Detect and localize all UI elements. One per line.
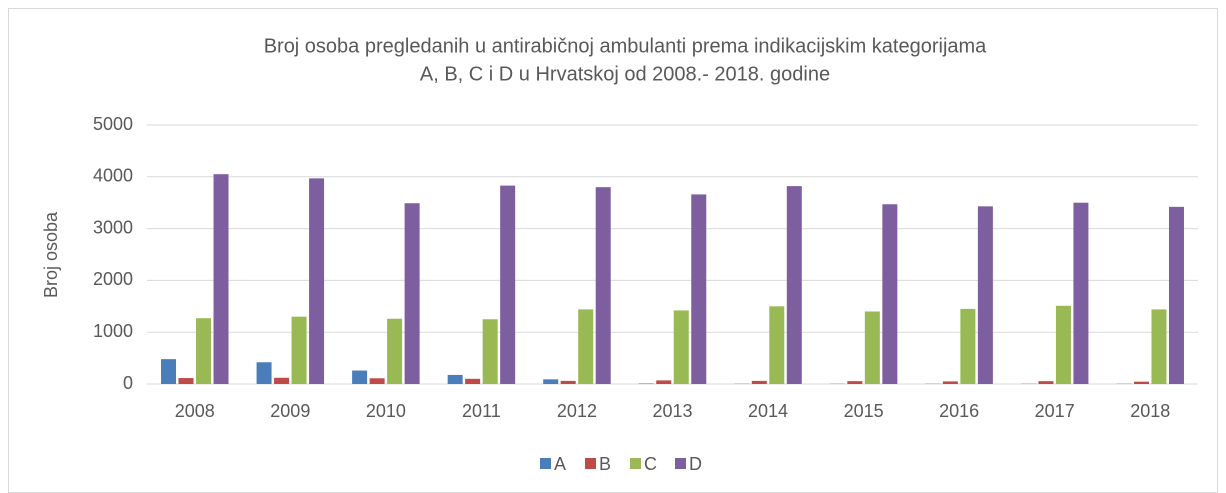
bar [864,311,880,384]
bar [977,206,993,384]
bar [691,194,707,384]
legend-swatch [585,458,596,469]
x-tick-label: 2013 [652,401,692,421]
y-tick-label: 3000 [93,217,133,237]
legend-label: C [644,454,657,474]
y-axis-label: Broj osoba [41,211,61,298]
bar [256,362,272,384]
x-tick-label: 2018 [1130,401,1170,421]
bar [482,319,498,384]
bar [369,378,385,384]
y-tick-label: 5000 [93,114,133,134]
x-tick-label: 2015 [844,401,884,421]
y-tick-label: 2000 [93,269,133,289]
bar [960,308,976,384]
bar [274,377,290,384]
x-tick-label: 2012 [557,401,597,421]
bar [1038,381,1054,384]
legend-swatch [630,458,641,469]
x-tick-label: 2011 [462,401,501,421]
bar [656,380,672,384]
x-tick-label: 2017 [1035,401,1075,421]
x-tick-label: 2010 [366,401,406,421]
bar [638,383,654,384]
bar [291,316,307,384]
bar [560,380,576,384]
bar [769,306,785,384]
y-tick-label: 1000 [93,321,133,341]
bar [196,318,212,384]
bar [786,186,802,384]
bar [161,359,177,384]
x-tick-label: 2008 [175,401,215,421]
bar [1133,381,1149,384]
x-tick-label: 2016 [939,401,979,421]
bar [213,174,229,384]
bar [882,204,898,384]
bar [500,185,516,384]
legend-swatch [540,458,551,469]
chart-title: Broj osoba pregledanih u antirabičnoj am… [264,35,987,57]
bar [673,310,689,384]
bar [1055,305,1071,384]
bar [847,381,863,384]
legend-label: D [689,454,702,474]
bar [309,178,325,384]
legend-label: B [599,454,611,474]
bar [465,378,481,384]
bar [352,370,368,384]
bar [595,187,611,384]
y-tick-label: 4000 [93,166,133,186]
bar [387,318,403,384]
bar [178,378,194,384]
bar [447,374,463,384]
bar [543,379,559,384]
legend-label: A [554,454,566,474]
legend-swatch [675,458,686,469]
bar [1168,206,1184,384]
x-tick-label: 2009 [270,401,310,421]
bar [751,380,767,384]
chart-subtitle: A, B, C i D u Hrvatskoj od 2008.- 2018. … [420,63,830,85]
bar [1151,309,1167,384]
bar [942,381,958,384]
bar [404,203,420,384]
y-tick-label: 0 [123,373,133,393]
x-tick-label: 2014 [748,401,788,421]
bar [578,309,594,384]
bar [1073,202,1089,384]
